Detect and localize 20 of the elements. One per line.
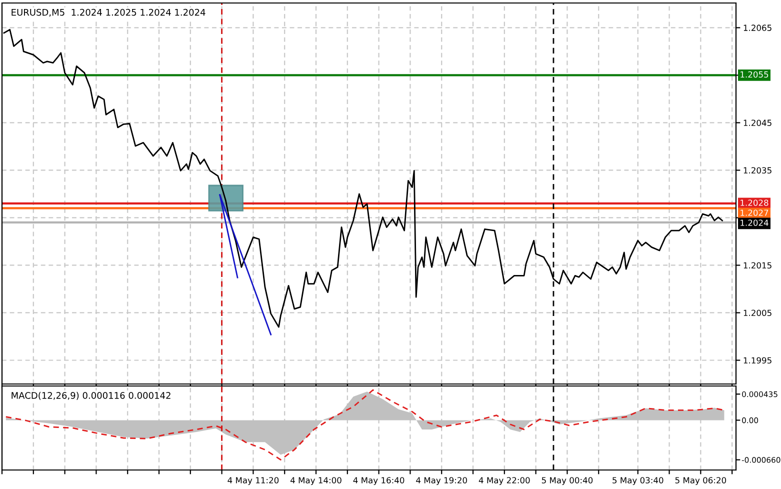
text: EURUSD,M5 1.2024 1.2025 1.2024 1.2024 bbox=[12, 8, 206, 17]
ref-line-label: 1.2024 bbox=[740, 220, 768, 226]
x-tick-label: 5 May 06:20 bbox=[675, 477, 726, 486]
y-tick-label: 1.2005 bbox=[744, 310, 772, 316]
x-tick-label: 4 May 19:20 bbox=[416, 477, 467, 486]
text: MACD(12,26,9) 0.000116 0.000142 bbox=[12, 392, 170, 400]
x-tick-label: 4 May 16:40 bbox=[353, 477, 404, 486]
y-tick-label: 1.2035 bbox=[744, 167, 772, 174]
x-tick-label: 5 May 00:40 bbox=[542, 477, 593, 486]
ref-line-label: 1.2027 bbox=[740, 210, 768, 216]
ref-line-label: 1.2055 bbox=[740, 71, 768, 78]
y-tick-label: 1.1995 bbox=[744, 357, 772, 364]
y-tick-label: 1.2065 bbox=[744, 24, 772, 31]
y-tick-label: 1.2015 bbox=[744, 262, 772, 269]
x-tick-label: 5 May 03:40 bbox=[612, 477, 664, 486]
x-tick-label: 4 May 11:20 bbox=[228, 477, 279, 486]
x-tick-label: 4 May 22:00 bbox=[478, 477, 530, 486]
x-tick-label: 4 May 14:00 bbox=[290, 477, 342, 486]
y-tick-label: 1.2045 bbox=[744, 120, 772, 126]
ref-line-label: 1.2028 bbox=[740, 200, 768, 206]
